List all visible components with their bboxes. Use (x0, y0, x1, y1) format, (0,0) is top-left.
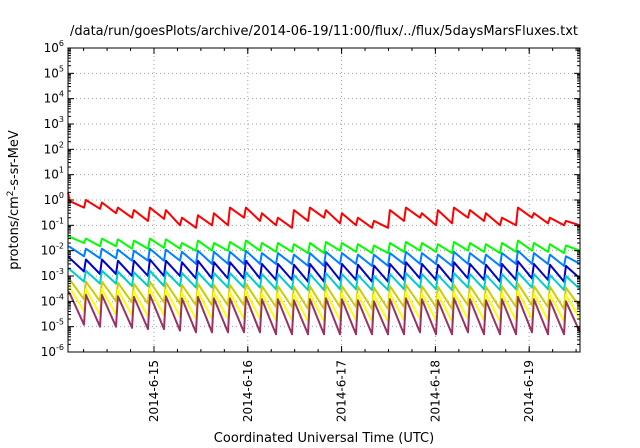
y-axis-label-rest: -s-sr-MeV (7, 130, 22, 190)
y-tick-label: 104 (44, 90, 64, 106)
y-tick-label-base: 10 (44, 92, 59, 106)
y-tick-label-base: 10 (41, 294, 56, 308)
y-tick-label: 103 (44, 115, 64, 131)
y-tick-label-base: 10 (44, 193, 59, 207)
y-tick-label-base: 10 (44, 117, 59, 131)
y-tick-label: 10-3 (41, 267, 64, 283)
y-tick-label-exp: 5 (59, 64, 64, 73)
y-axis-ticks: 10-610-510-410-310-210-11001011021031041… (41, 39, 580, 359)
y-tick-label: 10-2 (41, 242, 64, 258)
y-tick-label-exp: 2 (59, 140, 64, 149)
y-tick-label: 102 (44, 140, 64, 156)
y-tick-label-exp: 1 (59, 166, 64, 175)
y-tick-label: 10-6 (41, 343, 64, 359)
x-tick-label: 2014-6-18 (428, 360, 442, 422)
x-tick-label: 2014-6-15 (147, 360, 161, 422)
y-tick-label: 105 (44, 64, 64, 80)
x-tick-label: 2014-6-19 (522, 360, 536, 422)
y-tick-label-exp: 4 (59, 90, 64, 99)
y-tick-label-exp: 0 (59, 191, 64, 200)
y-tick-label-base: 10 (44, 41, 59, 55)
y-tick-label-base: 10 (41, 269, 56, 283)
plot-frame (67, 47, 581, 353)
x-axis-ticks: 2014-6-15 2014-6-16 2014-6-17 2014-6-18 2014… (83, 48, 577, 422)
y-tick-label-base: 10 (41, 244, 56, 258)
series-line-2 (67, 234, 581, 255)
y-tick-label: 106 (44, 39, 64, 55)
series-line-3 (67, 245, 581, 267)
y-tick-label: 10-4 (41, 292, 64, 308)
y-tick-label: 10-5 (41, 318, 64, 334)
y-axis-label: protons/cm2-s-sr-MeV (6, 130, 22, 270)
y-tick-label-exp: -1 (56, 216, 64, 225)
y-tick-label-base: 10 (44, 168, 59, 182)
y-tick-label-base: 10 (44, 142, 59, 156)
x-tick-label: 2014-6-17 (335, 360, 349, 422)
series-line-1 (67, 192, 581, 229)
chart-title: /data/run/goesPlots/archive/2014-06-19/1… (70, 24, 578, 39)
y-tick-label-exp: -5 (56, 318, 64, 327)
y-tick-label-base: 10 (44, 66, 59, 80)
x-tick-label: 2014-6-16 (241, 360, 255, 422)
y-tick-label-exp: 3 (59, 115, 64, 124)
series-layer (67, 192, 581, 336)
x-axis-label: Coordinated Universal Time (UTC) (214, 431, 434, 446)
y-axis-label-sup: 2 (6, 190, 16, 196)
series-line-5 (67, 267, 581, 291)
y-tick-label-base: 10 (41, 345, 56, 359)
y-tick-label-exp: 6 (59, 39, 64, 48)
y-tick-label: 100 (44, 191, 64, 207)
y-tick-label-exp: -3 (56, 267, 64, 276)
y-tick-label-exp: -4 (56, 292, 64, 301)
y-tick-label-base: 10 (41, 320, 56, 334)
y-tick-label-exp: -2 (56, 242, 64, 251)
y-tick-label: 10-1 (41, 216, 64, 232)
y-axis-label-base: protons/cm (7, 196, 22, 270)
y-tick-label-exp: -6 (56, 343, 64, 352)
series-line-8 (67, 290, 581, 336)
y-tick-label-base: 10 (41, 218, 56, 232)
y-tick-label: 101 (44, 166, 64, 182)
